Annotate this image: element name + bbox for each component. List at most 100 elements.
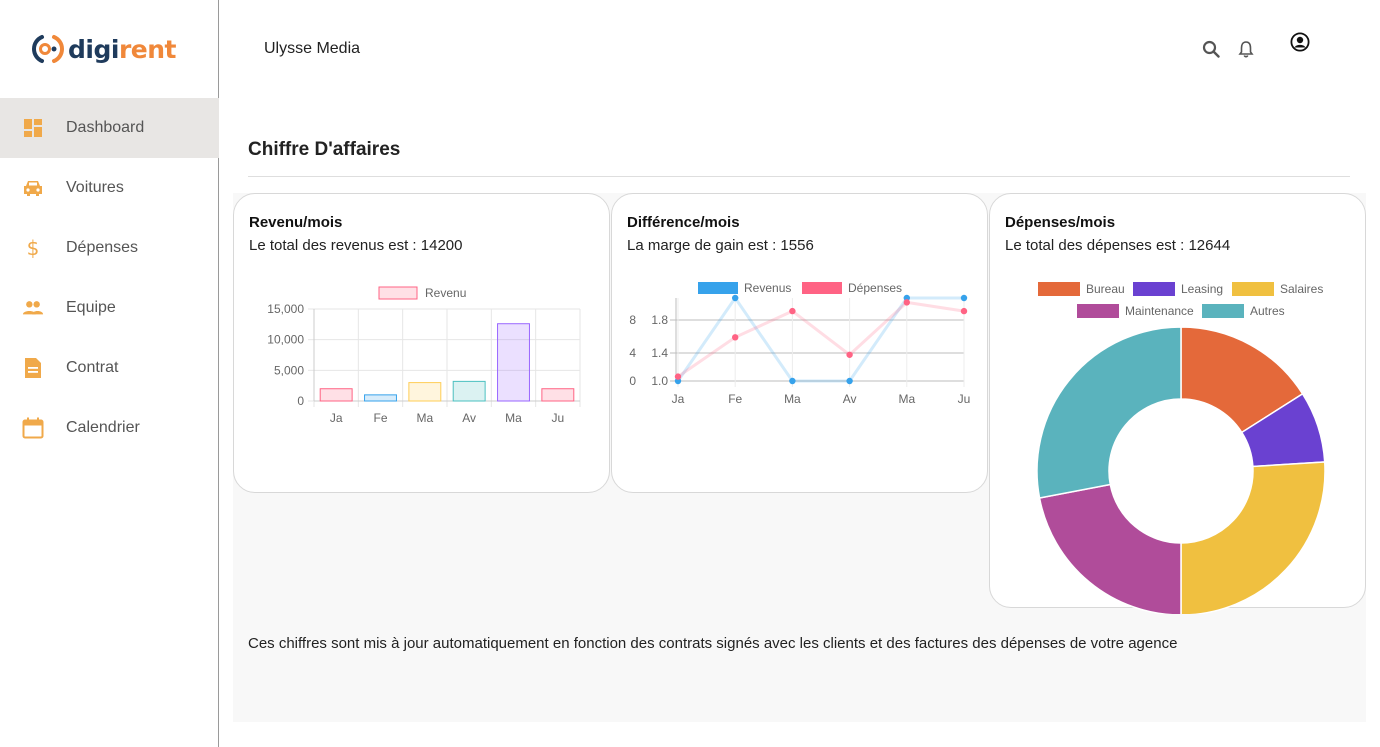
- x-tick-label: Fe: [728, 392, 742, 406]
- series-line: [676, 295, 964, 383]
- y-tick-label-right: 1.4: [651, 346, 668, 360]
- sidebar-item-equipe[interactable]: Equipe: [0, 278, 219, 338]
- sidebar-item-calendrier[interactable]: Calendrier: [0, 398, 219, 458]
- y-tick-label-right: 1.0: [651, 374, 668, 388]
- card-subtitle: Le total des revenus est : 14200: [249, 237, 463, 254]
- sidebar: digirent Dashboard Voitures $ Dépenses E…: [0, 0, 219, 747]
- legend-label: Autres: [1250, 304, 1285, 318]
- bar: [319, 388, 353, 402]
- x-tick-label: Ma: [416, 411, 433, 425]
- chart-legend: Revenu: [378, 286, 466, 300]
- y-tick-label: 5,000: [274, 363, 304, 377]
- card-title: Dépenses/mois: [1005, 214, 1116, 231]
- legend-label: Bureau: [1086, 282, 1125, 296]
- card-subtitle: La marge de gain est : 1556: [627, 237, 814, 254]
- sidebar-item-label: Voitures: [66, 179, 124, 196]
- dashboard-icon: [22, 117, 44, 139]
- x-tick-label: Ju: [551, 411, 564, 425]
- page-title: Chiffre D'affaires: [248, 139, 401, 160]
- card-subtitle: Le total des dépenses est : 12644: [1005, 237, 1231, 254]
- legend-swatch: [1133, 282, 1175, 296]
- difference-card: Différence/mois La marge de gain est : 1…: [611, 193, 988, 493]
- search-icon[interactable]: [1202, 40, 1220, 63]
- dollar-icon: $: [26, 236, 40, 260]
- y-tick-label-left: 0: [629, 374, 636, 388]
- sidebar-item-label: Equipe: [66, 299, 116, 316]
- bar: [408, 382, 442, 402]
- legend-label: Dépenses: [848, 281, 902, 295]
- data-point: [732, 334, 739, 341]
- x-tick-label: Ja: [672, 392, 685, 406]
- legend-swatch: [1202, 304, 1244, 318]
- car-icon: [22, 177, 44, 199]
- y-tick-label-right: 1.8: [651, 313, 668, 327]
- sidebar-item-label: Calendrier: [66, 419, 140, 436]
- data-point: [789, 307, 796, 315]
- brand-logo[interactable]: digirent: [28, 28, 176, 70]
- people-icon: [22, 297, 44, 319]
- revenue-card: Revenu/mois Le total des revenus est : 1…: [233, 193, 610, 493]
- data-point: [960, 294, 968, 302]
- bar: [541, 388, 575, 402]
- card-title: Revenu/mois: [249, 214, 343, 231]
- sidebar-item-contrat[interactable]: Contrat: [0, 338, 219, 398]
- sidebar-item-voitures[interactable]: Voitures: [0, 158, 219, 218]
- y-tick-label: 10,000: [267, 333, 304, 347]
- data-point: [732, 294, 739, 302]
- data-point: [846, 351, 853, 358]
- sidebar-item-label: Dépenses: [66, 239, 139, 256]
- y-tick-label: 15,000: [267, 302, 304, 316]
- doughnut-slice: [1180, 461, 1326, 614]
- topbar-icons: [1202, 26, 1310, 63]
- legend-label: Revenus: [744, 281, 791, 295]
- data-point: [674, 373, 682, 380]
- data-point: [960, 307, 968, 315]
- x-tick-label: Av: [843, 392, 857, 406]
- doughnut-slice: [1038, 483, 1182, 614]
- sidebar-item-label: Contrat: [66, 359, 119, 376]
- update-note: Ces chiffres sont mis à jour automatique…: [248, 635, 1178, 652]
- series-line: [677, 300, 965, 378]
- bar: [497, 323, 530, 402]
- chart-legend: Bureau Leasing Salaires Maintenance Autres: [1038, 282, 1323, 318]
- chart-legend: Revenus Dépenses: [698, 281, 902, 295]
- divider: [248, 176, 1350, 177]
- bar: [452, 380, 486, 402]
- x-tick-label: Fe: [373, 411, 387, 425]
- y-tick-label-left: 4: [629, 346, 636, 360]
- brand-name-part1: digi: [68, 34, 119, 64]
- account-icon[interactable]: [1290, 32, 1310, 57]
- legend-swatch: [1232, 282, 1274, 296]
- legend-swatch: [1038, 282, 1080, 296]
- data-point: [903, 299, 910, 306]
- y-tick-label-left: 8: [629, 313, 636, 327]
- x-tick-label: Ja: [330, 411, 343, 425]
- legend-swatch: [1077, 304, 1119, 318]
- x-tick-label: Ma: [505, 411, 522, 425]
- doughnut-slice: [1036, 326, 1182, 499]
- expenses-doughnut-chart: Bureau Leasing Salaires Maintenance Autres: [1036, 282, 1326, 614]
- x-tick-label: Av: [462, 411, 476, 425]
- legend-label: Salaires: [1280, 282, 1323, 296]
- sidebar-item-label: Dashboard: [66, 119, 145, 136]
- x-tick-label: Ma: [898, 392, 915, 406]
- x-tick-label: Ma: [784, 392, 801, 406]
- data-point: [846, 377, 853, 385]
- brand-name: digirent: [68, 35, 176, 64]
- brand-name-part2: rent: [118, 34, 177, 64]
- legend-swatch: [802, 282, 842, 294]
- bell-icon[interactable]: [1238, 40, 1254, 63]
- card-title: Différence/mois: [627, 214, 740, 231]
- sidebar-item-dashboard[interactable]: Dashboard: [0, 98, 219, 158]
- sidebar-item-depenses[interactable]: $ Dépenses: [0, 218, 219, 278]
- logo-icon: [32, 35, 64, 63]
- sidebar-nav: Dashboard Voitures $ Dépenses Equipe Con…: [0, 98, 219, 458]
- expenses-card: Dépenses/mois Le total des dépenses est …: [989, 193, 1366, 614]
- data-point: [789, 377, 796, 385]
- x-tick-label: Ju: [958, 392, 971, 406]
- revenue-bar-chart: Revenu 15,000 10,000 5,000 0 Ja Fe Ma Av Ma Ju: [267, 286, 581, 425]
- legend-swatch: [698, 282, 738, 294]
- legend-label: Maintenance: [1125, 304, 1194, 318]
- calendar-icon: [22, 417, 44, 439]
- difference-line-chart: Revenus Dépenses 8 1.8 4 1.4 0 1.0 Ja Fe Ma Av Ma Ju: [629, 281, 971, 406]
